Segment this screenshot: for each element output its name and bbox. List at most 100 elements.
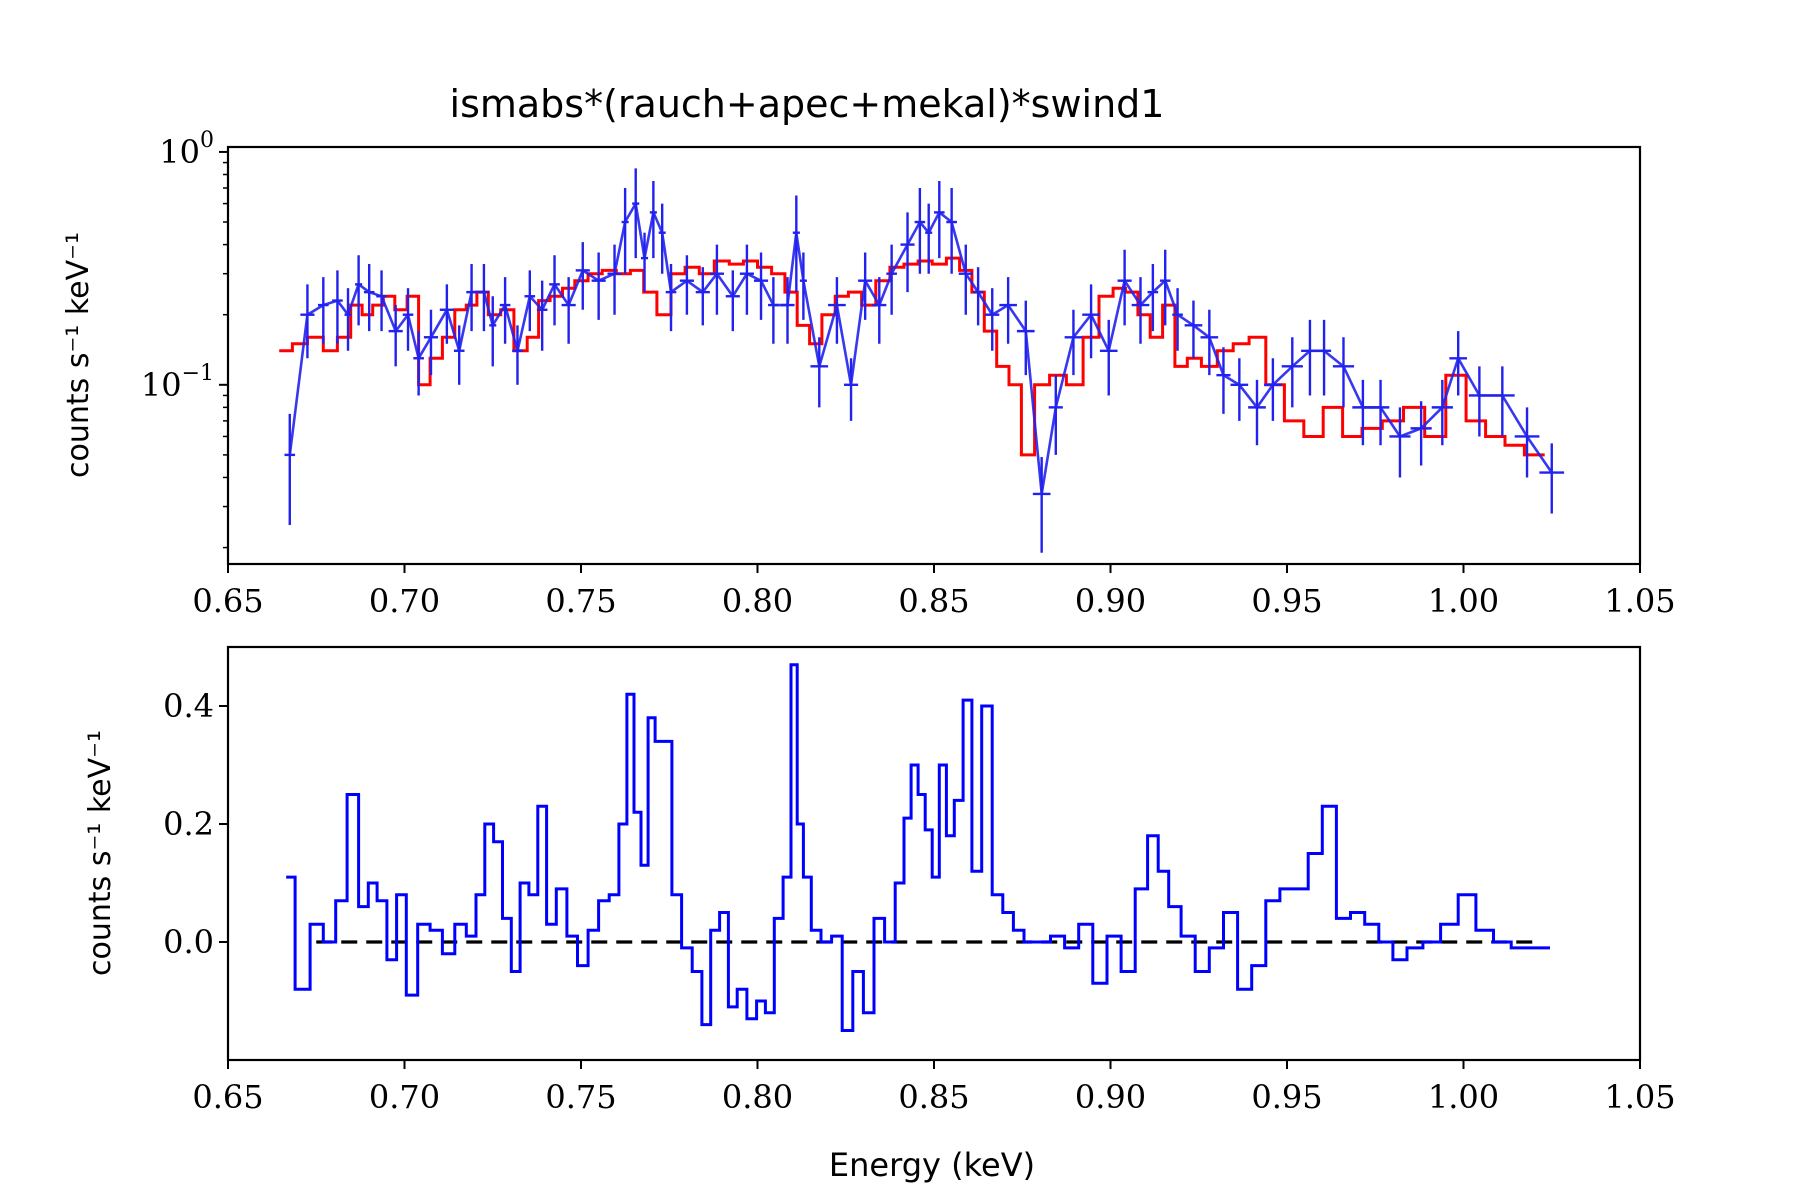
data-point xyxy=(810,337,829,408)
data-point xyxy=(985,288,1000,351)
data-point xyxy=(536,280,548,351)
data-point xyxy=(478,264,490,332)
data-point xyxy=(466,264,477,332)
data-point xyxy=(1147,264,1159,332)
x-tick-label: 0.80 xyxy=(722,582,793,620)
y-tick-label: 0.2 xyxy=(163,805,214,843)
residuals-line xyxy=(286,663,1550,1032)
top-panel-frame xyxy=(226,145,1642,566)
data-point xyxy=(561,277,576,344)
x-tick-label: 0.70 xyxy=(369,1078,440,1116)
data-point xyxy=(792,195,800,293)
data-point xyxy=(1184,300,1203,359)
data-point xyxy=(946,188,957,274)
data-point xyxy=(524,270,536,332)
data-point xyxy=(649,181,657,259)
x-tick-label: 0.65 xyxy=(192,582,263,620)
data-point xyxy=(934,181,945,259)
x-tick-label: 0.85 xyxy=(898,1078,969,1116)
x-tick-label: 1.00 xyxy=(1428,582,1499,620)
data-point xyxy=(388,305,403,367)
y-tick-label: 10−1 xyxy=(141,361,214,404)
data-point xyxy=(607,244,622,315)
data-point xyxy=(780,277,795,344)
data-point xyxy=(914,188,926,274)
data-point xyxy=(499,277,511,344)
data-point xyxy=(872,277,887,344)
data-point xyxy=(658,203,666,274)
data-point xyxy=(665,264,677,332)
data-point xyxy=(1172,288,1183,351)
data-series xyxy=(284,168,1565,553)
bottom-panel-frame xyxy=(226,645,1642,1062)
data-line xyxy=(288,199,1553,495)
data-point xyxy=(1200,309,1219,376)
data-point xyxy=(999,277,1017,344)
data-point xyxy=(739,244,754,315)
data-point xyxy=(972,267,984,326)
data-point xyxy=(1539,443,1565,514)
data-point xyxy=(1281,337,1303,408)
bottom-x-axis: 0.65 0.70 0.75 0.80 0.85 0.90 0.95 1.00 1.05 xyxy=(192,1060,1676,1116)
data-point xyxy=(768,277,779,344)
x-tick-label: 0.90 xyxy=(1075,582,1146,620)
y-tick-label: 100 xyxy=(159,128,214,171)
data-point xyxy=(621,188,629,274)
data-point xyxy=(1064,309,1083,376)
x-tick-label: 0.90 xyxy=(1075,1078,1146,1116)
y-tick-label: 0.0 xyxy=(163,923,214,961)
x-tick-label: 0.65 xyxy=(192,1078,263,1116)
x-tick-label: 0.95 xyxy=(1251,582,1322,620)
model-line xyxy=(279,256,1545,457)
data-point xyxy=(799,252,807,320)
data-point xyxy=(591,252,606,320)
data-point xyxy=(1117,249,1132,326)
data-point xyxy=(423,309,439,376)
x-axis-label: Energy (keV) xyxy=(829,1146,1035,1184)
data-point xyxy=(1301,319,1319,396)
data-point xyxy=(695,267,710,326)
x-tick-label: 0.95 xyxy=(1251,1078,1322,1116)
data-point xyxy=(575,242,590,310)
data-point xyxy=(489,296,497,367)
data-point xyxy=(453,325,465,385)
data-point xyxy=(632,168,640,259)
data-point xyxy=(284,413,296,525)
data-point xyxy=(900,212,915,293)
top-panel: 0.65 0.70 0.75 0.80 0.85 0.90 0.95 1.00 1.05 100… xyxy=(61,128,1676,620)
x-tick-label: 1.00 xyxy=(1428,1078,1499,1116)
bottom-panel: 0.65 0.70 0.75 0.80 0.85 0.90 0.95 1.00 1.05 0.0… xyxy=(83,645,1676,1184)
y-tick-label: 0.4 xyxy=(163,687,214,725)
bottom-y-axis: 0.0 0.2 0.4 xyxy=(163,687,228,961)
data-point xyxy=(753,252,769,320)
data-point xyxy=(1048,375,1063,455)
data-point xyxy=(1016,300,1035,376)
data-point xyxy=(1159,249,1171,326)
data-point xyxy=(1389,407,1411,478)
x-tick-label: 0.85 xyxy=(898,582,969,620)
x-tick-label: 0.75 xyxy=(545,582,616,620)
data-point xyxy=(679,255,694,315)
x-tick-label: 0.70 xyxy=(369,582,440,620)
data-point xyxy=(958,244,973,315)
data-point xyxy=(1248,379,1266,446)
data-point xyxy=(1264,358,1282,421)
top-y-axis-label: counts s⁻¹ keV⁻¹ xyxy=(61,232,96,478)
bottom-y-axis-label: counts s⁻¹ keV⁻¹ xyxy=(83,730,118,976)
data-point xyxy=(439,284,454,344)
chart-title: ismabs*(rauch+apec+mekal)*swind1 xyxy=(450,82,1165,126)
data-point xyxy=(1099,319,1118,396)
data-point xyxy=(725,270,740,332)
data-point xyxy=(709,244,724,315)
data-point xyxy=(886,244,897,315)
data-point xyxy=(843,358,859,421)
data-point xyxy=(332,270,343,344)
data-point xyxy=(858,252,873,320)
data-point xyxy=(300,284,315,359)
data-point xyxy=(402,288,414,351)
data-point xyxy=(1082,284,1100,359)
data-point xyxy=(1032,456,1051,553)
x-tick-label: 0.75 xyxy=(545,1078,616,1116)
data-point xyxy=(1230,358,1249,421)
